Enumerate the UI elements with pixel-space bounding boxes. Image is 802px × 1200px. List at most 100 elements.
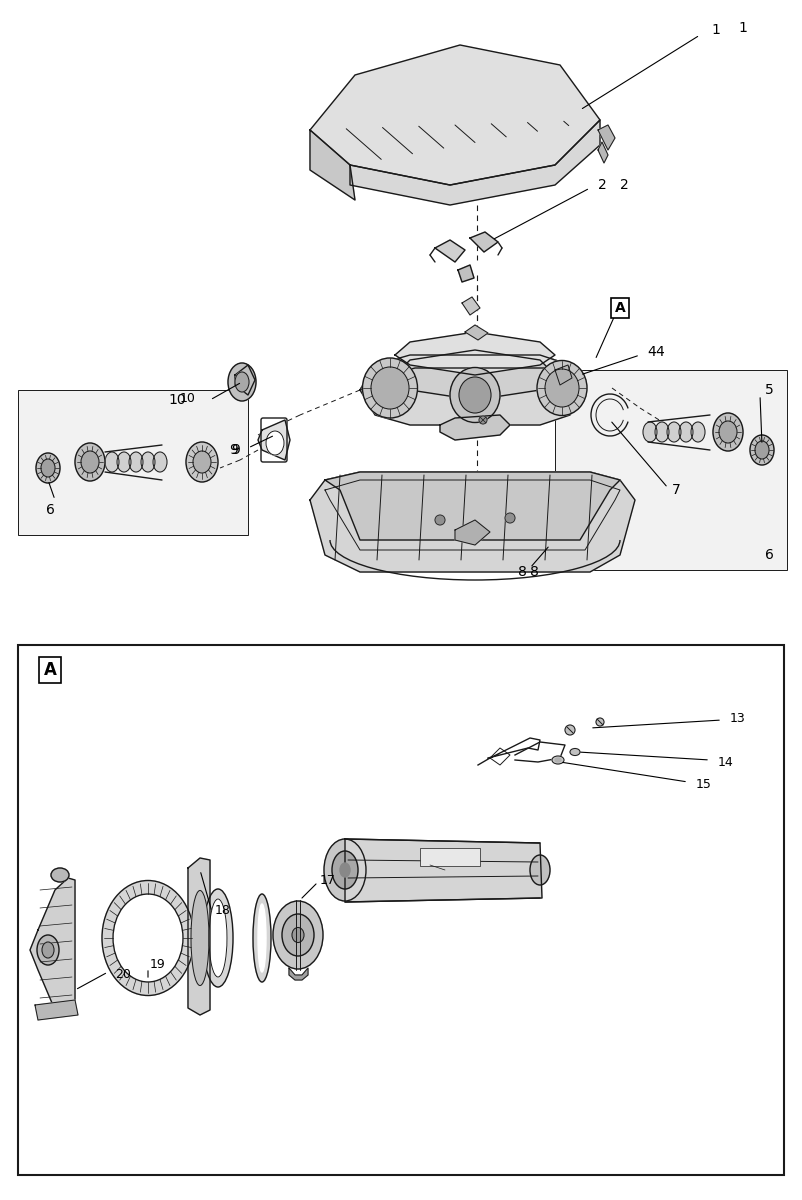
Ellipse shape xyxy=(655,422,669,442)
Ellipse shape xyxy=(545,370,579,407)
Ellipse shape xyxy=(141,452,155,472)
Ellipse shape xyxy=(75,443,105,481)
Ellipse shape xyxy=(235,372,249,392)
Ellipse shape xyxy=(191,890,209,985)
Ellipse shape xyxy=(570,749,580,756)
Ellipse shape xyxy=(324,839,366,901)
Text: 5: 5 xyxy=(765,383,774,397)
Ellipse shape xyxy=(273,901,323,970)
Ellipse shape xyxy=(41,458,55,476)
Polygon shape xyxy=(235,365,255,395)
Polygon shape xyxy=(455,520,490,545)
Text: 10: 10 xyxy=(180,391,196,404)
Polygon shape xyxy=(598,125,615,150)
Polygon shape xyxy=(598,142,608,163)
Text: 10: 10 xyxy=(168,392,186,407)
Ellipse shape xyxy=(552,756,564,764)
Ellipse shape xyxy=(371,367,409,409)
Bar xyxy=(18,390,248,535)
Ellipse shape xyxy=(193,451,211,473)
Text: 1: 1 xyxy=(738,20,747,35)
Polygon shape xyxy=(435,240,465,262)
Polygon shape xyxy=(555,365,572,385)
Ellipse shape xyxy=(292,928,304,942)
Ellipse shape xyxy=(719,421,737,443)
Polygon shape xyxy=(35,1000,78,1020)
Ellipse shape xyxy=(186,442,218,482)
Circle shape xyxy=(505,514,515,523)
Text: A: A xyxy=(614,301,626,314)
Ellipse shape xyxy=(36,452,60,482)
Ellipse shape xyxy=(113,894,183,982)
Ellipse shape xyxy=(332,851,358,889)
Ellipse shape xyxy=(643,422,657,442)
Polygon shape xyxy=(310,472,635,572)
Ellipse shape xyxy=(209,899,227,977)
Ellipse shape xyxy=(102,881,194,996)
Text: 2: 2 xyxy=(620,178,629,192)
Ellipse shape xyxy=(450,367,500,422)
Text: 6: 6 xyxy=(46,503,55,517)
Ellipse shape xyxy=(363,358,418,418)
Polygon shape xyxy=(325,472,620,540)
Polygon shape xyxy=(350,120,600,205)
Ellipse shape xyxy=(713,413,743,451)
Ellipse shape xyxy=(691,422,705,442)
Text: 4: 4 xyxy=(655,346,664,359)
Polygon shape xyxy=(289,968,308,980)
Polygon shape xyxy=(310,44,600,185)
Text: A: A xyxy=(43,661,56,679)
Ellipse shape xyxy=(105,452,119,472)
Ellipse shape xyxy=(266,431,284,455)
Text: 9: 9 xyxy=(229,443,238,457)
Ellipse shape xyxy=(282,914,314,956)
Polygon shape xyxy=(360,355,585,390)
Ellipse shape xyxy=(537,360,587,415)
Ellipse shape xyxy=(750,434,774,464)
Ellipse shape xyxy=(129,452,143,472)
Text: 9: 9 xyxy=(231,443,240,457)
Circle shape xyxy=(435,515,445,526)
Text: 13: 13 xyxy=(730,712,746,725)
Text: 2: 2 xyxy=(597,178,606,192)
Ellipse shape xyxy=(42,942,54,958)
Polygon shape xyxy=(470,232,498,252)
Polygon shape xyxy=(465,325,488,340)
Polygon shape xyxy=(462,296,480,314)
Ellipse shape xyxy=(153,452,167,472)
Text: 15: 15 xyxy=(696,779,712,792)
Ellipse shape xyxy=(530,854,550,886)
Polygon shape xyxy=(310,130,355,200)
Ellipse shape xyxy=(755,440,769,458)
Polygon shape xyxy=(258,420,290,460)
Text: 8: 8 xyxy=(530,565,539,578)
Bar xyxy=(18,646,784,1175)
Text: 14: 14 xyxy=(718,756,734,768)
Polygon shape xyxy=(30,878,75,1015)
Polygon shape xyxy=(360,355,585,425)
Polygon shape xyxy=(188,858,210,1015)
Ellipse shape xyxy=(340,863,350,877)
Circle shape xyxy=(565,725,575,734)
Text: 4: 4 xyxy=(648,346,656,359)
Text: 17: 17 xyxy=(320,874,336,887)
Bar xyxy=(420,848,480,866)
Polygon shape xyxy=(395,350,555,400)
Text: 8: 8 xyxy=(517,565,526,578)
Polygon shape xyxy=(458,265,474,282)
Ellipse shape xyxy=(555,758,561,762)
Text: 1: 1 xyxy=(711,23,720,37)
Text: 19: 19 xyxy=(150,959,166,972)
Ellipse shape xyxy=(117,452,131,472)
Ellipse shape xyxy=(51,868,69,882)
Ellipse shape xyxy=(667,422,681,442)
Polygon shape xyxy=(440,415,510,440)
Circle shape xyxy=(596,718,604,726)
Ellipse shape xyxy=(258,904,266,972)
Polygon shape xyxy=(395,332,555,374)
Ellipse shape xyxy=(679,422,693,442)
Circle shape xyxy=(479,416,487,424)
Text: 20: 20 xyxy=(115,968,131,982)
Ellipse shape xyxy=(459,377,491,413)
Ellipse shape xyxy=(81,451,99,473)
